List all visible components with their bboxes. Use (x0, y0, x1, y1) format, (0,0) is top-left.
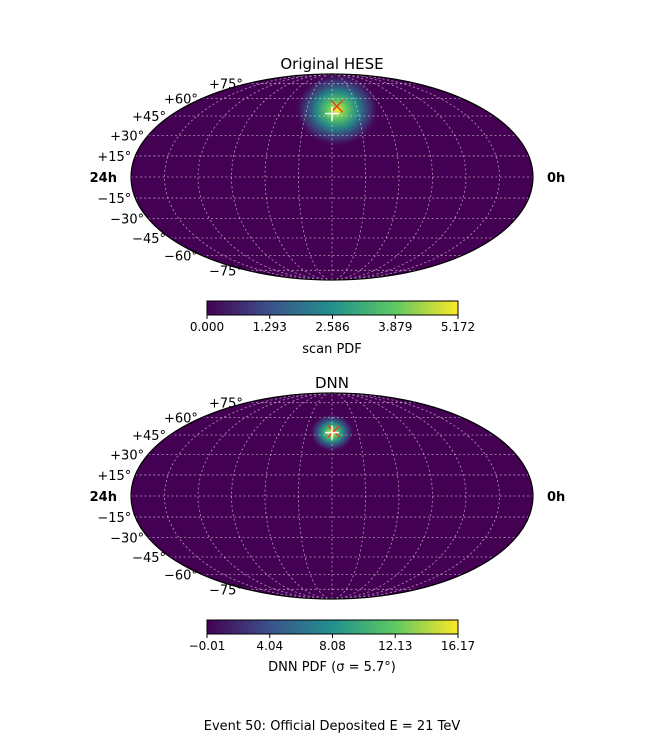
latitude-label: −60° (164, 250, 198, 265)
panel-original-hese: Original HESE 24h 0h +75° +60° +45° +30° +15… (90, 55, 566, 357)
latitude-label: −15° (97, 511, 131, 526)
ra-label-left: 24h (90, 171, 117, 186)
latitude-label: +30° (110, 448, 144, 463)
latitude-label: +45° (132, 110, 166, 125)
ra-label-right: 0h (547, 171, 565, 186)
latitude-label: −45° (132, 232, 166, 247)
colorbar-tick-label: 8.08 (319, 639, 346, 653)
prediction-marker (325, 425, 339, 440)
colorbar-label: DNN PDF (σ = 5.7°) (268, 660, 396, 675)
colorbar-gradient (206, 300, 459, 316)
colorbar-gradient (206, 619, 459, 635)
latitude-label: +45° (132, 429, 166, 444)
grid-meridian (298, 73, 333, 281)
latitude-label: +60° (164, 412, 198, 427)
latitude-label: +75° (209, 78, 243, 93)
latitude-label: −30° (110, 532, 144, 547)
colorbar-tick-label: 4.04 (256, 639, 283, 653)
grid-meridian (331, 73, 433, 281)
latitude-label: +75° (209, 397, 243, 412)
latitude-label: +15° (97, 469, 131, 484)
grid-meridian (331, 392, 467, 600)
grid-meridian (231, 73, 333, 281)
latitude-label: −45° (132, 551, 166, 566)
grid-meridian (331, 73, 366, 281)
latitude-label: −75° (209, 583, 243, 598)
grid-meridian (331, 392, 366, 600)
panel-title: DNN (315, 374, 349, 392)
graticule (131, 392, 533, 600)
latitude-label: +60° (164, 93, 198, 108)
true-direction-marker (327, 424, 341, 438)
ra-label-left: 24h (90, 490, 117, 505)
colorbar-tick-label: 2.586 (315, 320, 349, 334)
axis-labels: 24h 0h +75° +60° +45° +30° +15° −15° −30° −45° −… (90, 78, 566, 280)
latitude-label: +15° (97, 150, 131, 165)
colorbar-tick-label: 5.172 (441, 320, 475, 334)
grid-meridian (197, 392, 333, 600)
sky-map (130, 73, 534, 281)
colorbar-tick-label: 0.000 (190, 320, 224, 334)
map-background (131, 393, 533, 599)
figure-footer: Event 50: Official Deposited E = 21 TeV (204, 719, 461, 734)
colorbar-tick-label: 12.13 (378, 639, 412, 653)
prediction-marker (325, 106, 339, 121)
latitude-label: −60° (164, 569, 198, 584)
grid-meridian (231, 392, 333, 600)
map-outline (130, 73, 534, 281)
panel-title: Original HESE (280, 55, 383, 73)
latitude-label: −75° (209, 264, 243, 279)
latitude-label: −15° (97, 192, 131, 207)
latitude-label: −30° (110, 213, 144, 228)
colorbar-tick-label: −0.01 (189, 639, 226, 653)
ra-label-right: 0h (547, 490, 565, 505)
map-background (131, 74, 533, 280)
grid-meridian (298, 392, 333, 600)
axis-labels: 24h 0h +75° +60° +45° +30° +15° −15° −30° −45° −… (90, 397, 566, 599)
grid-meridian (331, 73, 467, 281)
true-direction-marker (330, 99, 344, 113)
colorbar: DNN PDF (σ = 5.7°) −0.01 4.04 8.08 12.13 16.… (189, 619, 475, 675)
colorbar: scan PDF 0.000 1.293 2.586 3.879 5.172 (190, 300, 475, 357)
sky-map (130, 392, 534, 600)
grid-meridian (197, 73, 333, 281)
latitude-label: +30° (110, 129, 144, 144)
colorbar-tick-label: 16.17 (441, 639, 475, 653)
colorbar-tick-label: 1.293 (253, 320, 287, 334)
colorbar-label: scan PDF (302, 342, 362, 357)
pdf-hotspot (293, 74, 381, 148)
map-outline (130, 392, 534, 600)
colorbar-tick-label: 3.879 (378, 320, 412, 334)
panel-dnn: DNN 24h 0h +75° +60° +45° +30° +15° −15° −30° −… (90, 374, 566, 675)
graticule (131, 73, 533, 281)
grid-meridian (331, 392, 433, 600)
